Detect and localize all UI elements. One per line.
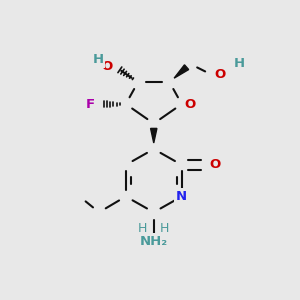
Text: H: H bbox=[234, 58, 245, 70]
Text: H: H bbox=[92, 53, 104, 66]
Text: O: O bbox=[210, 158, 221, 171]
Text: F: F bbox=[86, 98, 95, 111]
Text: H: H bbox=[160, 222, 169, 235]
Polygon shape bbox=[174, 65, 189, 78]
Polygon shape bbox=[151, 128, 157, 143]
Text: NH₂: NH₂ bbox=[140, 235, 168, 248]
Text: N: N bbox=[176, 190, 187, 203]
Text: NH₂: NH₂ bbox=[140, 235, 168, 248]
Text: O: O bbox=[214, 68, 226, 81]
Text: O: O bbox=[184, 98, 196, 111]
Text: H: H bbox=[138, 222, 148, 235]
Text: O: O bbox=[101, 60, 112, 73]
